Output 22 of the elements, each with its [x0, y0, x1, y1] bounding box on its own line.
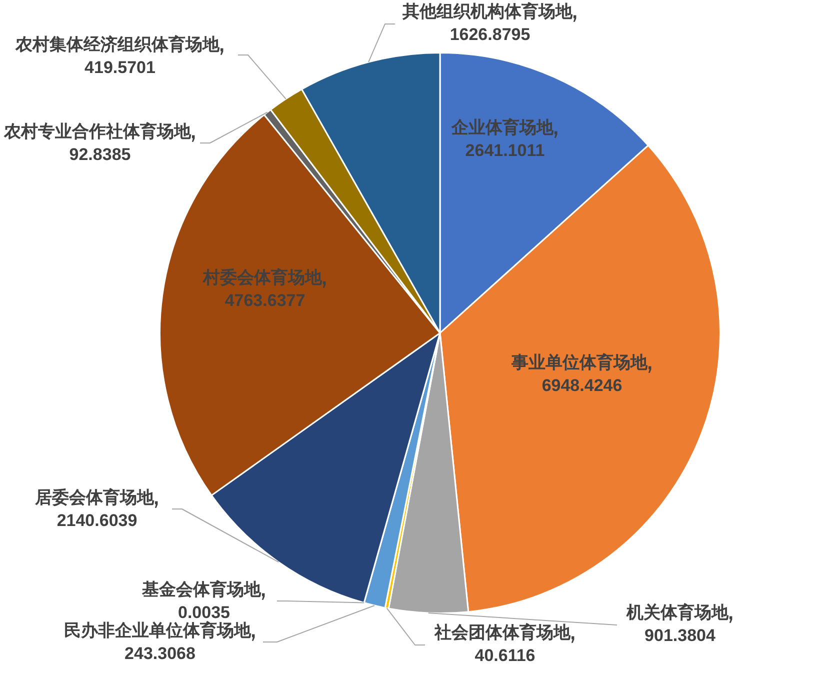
data-label: 2140.6039 [56, 511, 138, 530]
data-label: 40.6116 [474, 646, 536, 666]
data-label: 2641.1011 [465, 141, 545, 160]
slice-label: 社会团体体育场地 [434, 622, 572, 642]
data-label: 92.8385 [69, 145, 131, 164]
data-label: 901.3804 [644, 626, 716, 646]
slice-label: 居委会体育场地 [34, 487, 155, 508]
data-label: 243.3068 [124, 644, 196, 664]
slice-label: 企业体育场地 [450, 117, 554, 138]
slice-label: 农村专业合作社体育场地 [3, 121, 192, 142]
slice-label: 民办非企业单位体育场地 [64, 620, 252, 640]
data-label: 6948.4246 [542, 376, 622, 396]
data-label: 419.5701 [84, 58, 156, 78]
slice-label: 事业单位体育场地 [510, 352, 648, 372]
slice-label: 基金会体育场地 [141, 579, 262, 600]
slice-label: 机关体育场地 [626, 602, 730, 622]
data-label: 1626.8795 [450, 25, 530, 44]
data-label: 0.0035 [178, 603, 230, 622]
data-label: 4763.6377 [224, 291, 306, 310]
slice-label: 其他组织机构体育场地 [402, 1, 574, 22]
slice-label: 村委会体育场地 [202, 267, 323, 288]
slice-label: 农村集体经济组织体育场地 [14, 34, 220, 54]
